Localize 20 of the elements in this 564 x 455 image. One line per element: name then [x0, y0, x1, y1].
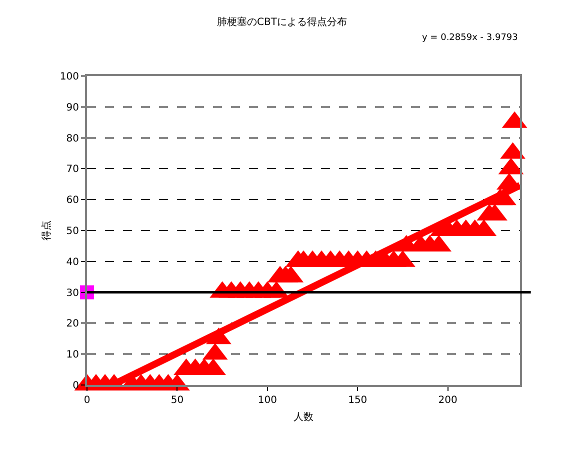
x-axis-title: 人数 [294, 412, 314, 423]
y-tick-label: 0 [72, 380, 79, 392]
x-tick-label: 100 [258, 395, 277, 406]
x-tick-label: 200 [438, 395, 458, 406]
y-tick-label: 100 [60, 72, 79, 82]
x-tick-label: 150 [348, 395, 368, 406]
y-tick-label: 70 [66, 164, 79, 176]
y-tick-label: 60 [66, 195, 79, 206]
text: y = 0.2859x - 3.9793 [422, 33, 518, 43]
chart-title: 肺梗塞のCBTによる得点分布 [217, 16, 347, 28]
y-tick-label: 10 [66, 350, 79, 361]
x-tick-label: 0 [84, 395, 90, 406]
y-tick-label: 50 [66, 226, 79, 237]
y-tick-label: 40 [66, 256, 79, 268]
y-axis-title: 得点 [40, 220, 52, 240]
y-tick-label: 90 [66, 102, 79, 114]
y-tick-label: 30 [66, 288, 79, 299]
y-tick-label: 80 [66, 133, 79, 144]
x-tick-label: 50 [170, 395, 184, 406]
y-tick-label: 20 [66, 318, 79, 330]
